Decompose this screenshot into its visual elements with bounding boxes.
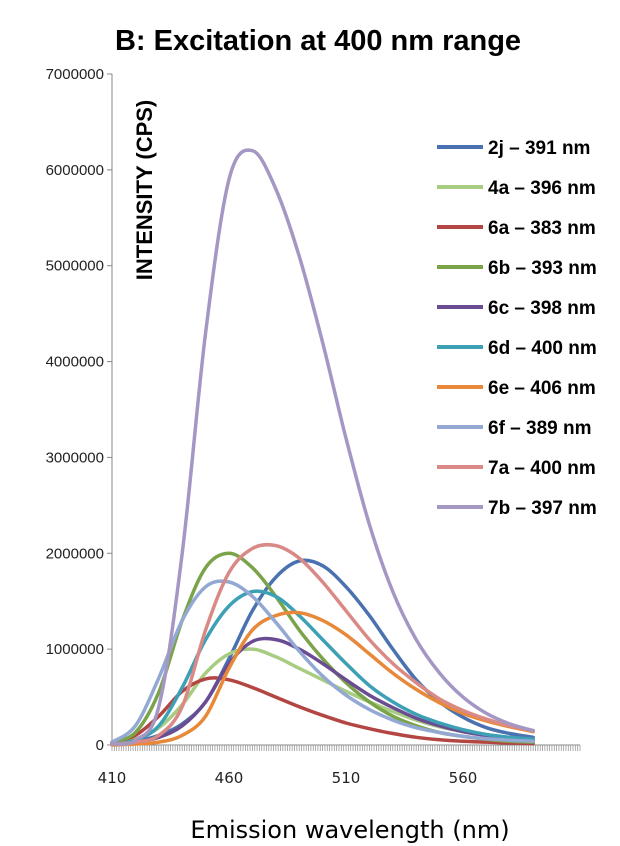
y-tick-label: 2000000	[46, 545, 104, 562]
x-axis-label: Emission wavelength (nm)	[190, 816, 509, 844]
x-tick-label: 560	[449, 769, 478, 787]
series-line-6d	[110, 589, 535, 746]
chart-title: B: Excitation at 400 nm range	[115, 25, 521, 57]
series-line-7b	[110, 148, 535, 746]
legend-label-7a: 7a – 400 nm	[488, 458, 596, 479]
y-tick-label: 7000000	[46, 66, 104, 83]
x-tick-label: 510	[332, 769, 361, 787]
y-tick-label: 6000000	[46, 162, 104, 179]
y-tick-label: 0	[96, 737, 104, 754]
legend-label-2j: 2j – 391 nm	[488, 138, 590, 159]
legend-label-6e: 6e – 406 nm	[488, 378, 596, 399]
series-line-6a	[110, 676, 535, 746]
y-tick-label: 5000000	[46, 258, 104, 275]
legend-label-6a: 6a – 383 nm	[488, 218, 596, 239]
plot-area: 0 1000000 2000000 3000000 4000000 5000000 6000…	[46, 66, 581, 787]
legend-label-4a: 4a – 396 nm	[488, 178, 596, 199]
y-axis-label: INTENSITY (CPS)	[132, 100, 157, 281]
legend-label-6d: 6d – 400 nm	[488, 338, 597, 359]
series-line-7a	[110, 542, 535, 746]
legend: 2j – 391 nm 4a – 396 nm 6a – 383 nm 6b – 39…	[437, 138, 597, 519]
y-tick-label: 3000000	[46, 449, 104, 466]
x-tick-label: 410	[98, 769, 127, 787]
series-line-6f	[110, 579, 535, 744]
legend-label-6f: 6f – 389 nm	[488, 418, 592, 439]
legend-label-6c: 6c – 398 nm	[488, 298, 596, 319]
series-line-6c	[110, 636, 535, 746]
x-tick-label: 460	[215, 769, 244, 787]
y-tick-label: 1000000	[46, 641, 104, 658]
series-line-6e	[110, 610, 535, 747]
y-tick-label: 4000000	[46, 354, 104, 371]
legend-label-6b: 6b – 393 nm	[488, 258, 597, 279]
legend-label-7b: 7b – 397 nm	[488, 498, 597, 519]
